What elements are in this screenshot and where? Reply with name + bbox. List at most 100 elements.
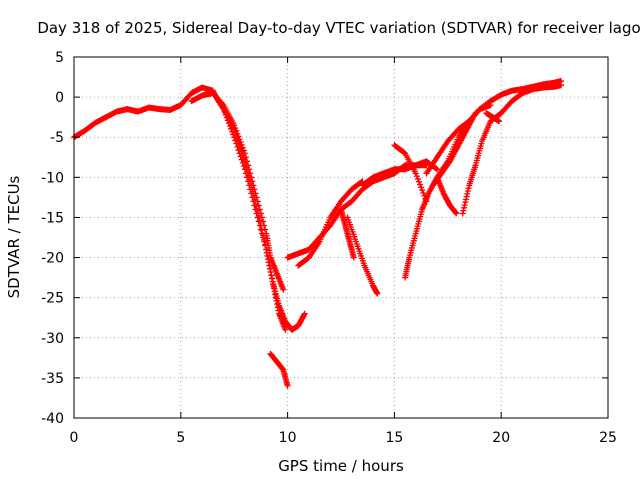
data-point (415, 178, 422, 185)
x-tick-label: 5 (176, 430, 185, 446)
data-point (231, 134, 238, 141)
chart-title: Day 318 of 2025, Sidereal Day-to-day VTE… (37, 19, 640, 37)
data-point (251, 202, 258, 209)
data-point (258, 230, 265, 237)
data-point (242, 154, 249, 161)
y-tick-label: -40 (41, 411, 64, 427)
data-point (242, 170, 249, 177)
data-point (256, 222, 263, 229)
data-point (280, 286, 287, 293)
data-point (238, 156, 245, 163)
data-point (418, 184, 425, 191)
data-point (374, 290, 381, 297)
plot-frame (73, 56, 609, 419)
data-point (433, 165, 440, 172)
data-point (234, 130, 241, 137)
series-arc-10 (391, 142, 430, 205)
y-tick-label: 0 (55, 90, 64, 106)
series-arc-14 (434, 174, 460, 217)
series-arc-1 (71, 84, 308, 333)
series-arc-4 (267, 350, 291, 389)
series-arc-2 (188, 90, 287, 293)
data-point (230, 131, 237, 138)
data-point (240, 163, 247, 170)
y-tick-labels: 5 0 -5 -10 -15 -20 -25 -30 -35 -40 (41, 50, 64, 427)
series-arc-7 (338, 206, 357, 261)
data-point (236, 136, 243, 143)
data-point (558, 82, 565, 89)
y-axis-label: SDTVAR / TECUs (5, 175, 23, 298)
data-point (244, 174, 251, 181)
series-arc-16 (483, 110, 503, 125)
data-point (241, 166, 248, 173)
data-point (223, 114, 230, 121)
data-point (232, 137, 239, 144)
data-point (261, 238, 268, 245)
y-tick-label: -10 (41, 170, 64, 186)
data-point (245, 162, 252, 169)
x-tick-label: 0 (70, 430, 79, 446)
data-point (220, 106, 227, 113)
data-point (234, 143, 241, 150)
data-point (221, 108, 228, 115)
data-point (227, 125, 234, 132)
data-point (232, 124, 239, 131)
y-tick-label: -30 (41, 331, 64, 347)
data-point (253, 210, 260, 217)
data-point (239, 144, 246, 151)
data-point (413, 173, 420, 180)
data-point (235, 147, 242, 154)
data-point (226, 122, 233, 129)
data-point (229, 128, 236, 135)
data-point (245, 178, 252, 185)
data-point (496, 118, 503, 125)
data-point (419, 187, 426, 194)
data-point (254, 214, 261, 221)
data-point (284, 382, 291, 389)
y-tick-label: -15 (41, 210, 64, 226)
y-tick-label: -25 (41, 291, 64, 307)
data-point (246, 182, 253, 189)
data-point (249, 194, 256, 201)
series-arc-9 (359, 162, 430, 189)
data-point (236, 150, 243, 157)
y-tick-label: 5 (55, 50, 64, 66)
x-tick-label: 25 (599, 430, 617, 446)
data-point (239, 159, 246, 166)
series-arc-11 (402, 102, 494, 281)
x-tick-labels: 0 5 10 15 20 25 (70, 430, 617, 446)
data-point (417, 181, 424, 188)
data-point (235, 133, 242, 140)
data-point (260, 234, 267, 241)
data-point (301, 310, 308, 317)
data-point (233, 140, 240, 147)
data-point (252, 206, 259, 213)
data-point (238, 141, 245, 148)
data-point (257, 226, 264, 233)
y-tick-label: -35 (41, 371, 64, 387)
y-tick-label: -20 (41, 251, 64, 267)
data-point (420, 189, 427, 196)
data-point (241, 150, 248, 157)
y-tick-label: -5 (50, 130, 64, 146)
data-point (250, 198, 257, 205)
data-point (412, 170, 419, 177)
data-point (237, 153, 244, 160)
data-point (240, 147, 247, 154)
data-point (224, 117, 231, 124)
x-axis-label: GPS time / hours (278, 457, 404, 475)
data-point (244, 158, 251, 165)
series-arc-13 (423, 78, 565, 177)
data-point (233, 127, 240, 134)
axis-ticks (73, 56, 609, 419)
data-point (423, 162, 430, 169)
data-marks (71, 78, 565, 389)
data-point (255, 218, 262, 225)
data-point (248, 190, 255, 197)
data-point (282, 326, 289, 333)
data-point (225, 120, 232, 127)
x-tick-label: 20 (492, 430, 510, 446)
data-point (222, 111, 229, 118)
data-point (262, 242, 269, 249)
